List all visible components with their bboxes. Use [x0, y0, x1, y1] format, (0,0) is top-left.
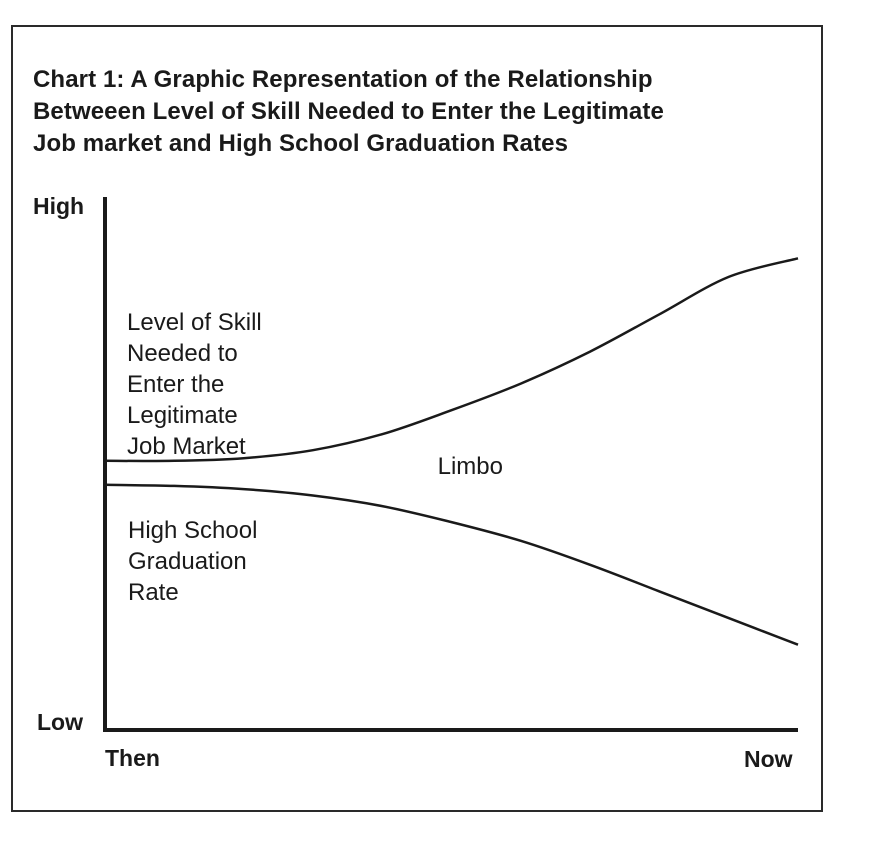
series-line-level-of-skill	[104, 257, 799, 463]
series-label-high-school-line-2: Graduation	[128, 548, 247, 575]
series-label-level-of-skill-line-2: Needed to	[127, 340, 238, 367]
series-line-high-school	[104, 483, 799, 646]
chart-title-line-3: Job market and High School Graduation Ra…	[33, 130, 569, 157]
x-tick-label-then: Then	[105, 745, 160, 771]
chart-title-line-1: Chart 1: A Graphic Representation of the…	[33, 66, 653, 93]
series-label-level-of-skill-line-4: Legitimate	[127, 402, 238, 429]
y-tick-label-high: High	[33, 193, 84, 219]
series-label-high-school-line-3: Rate	[128, 579, 179, 606]
series-label-high-school-line-1: High School	[128, 517, 257, 544]
chart-frame	[11, 25, 823, 812]
series-label-level-of-skill-line-5: Job Market	[127, 433, 246, 460]
annotation-limbo: Limbo	[438, 453, 503, 480]
series-label-level-of-skill-line-3: Enter the	[127, 371, 224, 398]
series-layer	[104, 257, 799, 646]
chart-title-line-2: Betweeen Level of Skill Needed to Enter …	[33, 98, 664, 125]
series-label-level-of-skill-line-1: Level of Skill	[127, 309, 262, 336]
y-tick-label-low: Low	[37, 709, 83, 735]
annotation-layer: Level of Skill Needed to Enter the Legitima…	[127, 309, 503, 606]
x-tick-label-now: Now	[744, 746, 793, 772]
chart-axes	[103, 197, 798, 732]
